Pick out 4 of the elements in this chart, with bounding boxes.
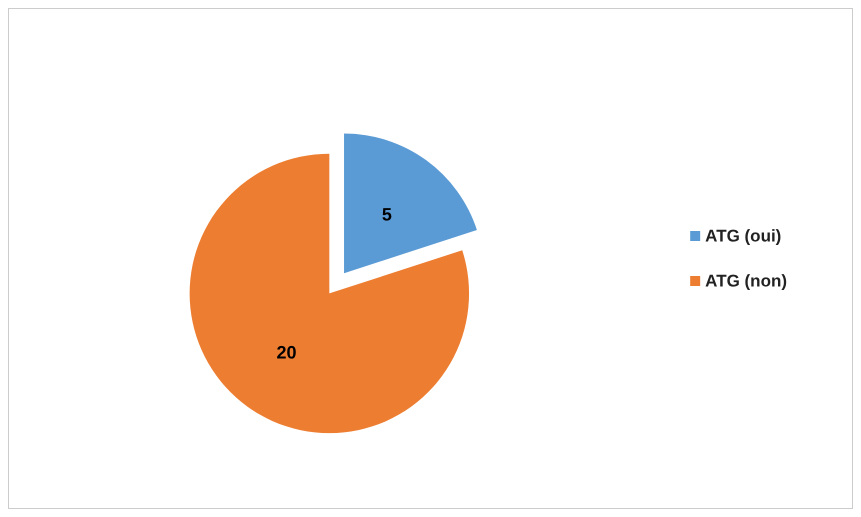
data-label: 20: [276, 342, 297, 362]
legend-label: ATG (non): [705, 272, 788, 290]
data-label: 5: [382, 204, 392, 224]
legend-label: ATG (oui): [705, 226, 782, 246]
